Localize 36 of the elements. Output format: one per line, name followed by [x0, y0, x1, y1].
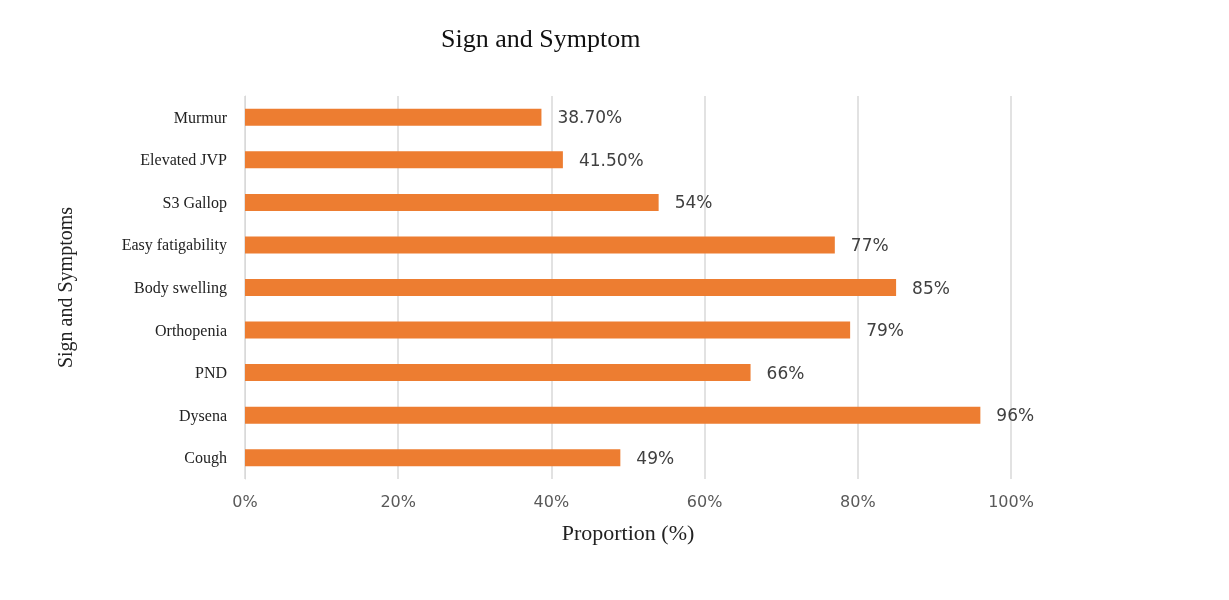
data-label: 54% — [674, 192, 713, 213]
x-axis-title: Proportion (%) — [561, 519, 695, 545]
y-tick-label: Cough — [184, 449, 227, 468]
y-tick-label: S3 Gallop — [162, 193, 227, 212]
bar — [245, 279, 897, 296]
y-tick-label: Orthopenia — [155, 321, 227, 340]
bar — [245, 151, 563, 169]
data-label: 41.50% — [578, 149, 644, 170]
x-tick-label: 20% — [380, 491, 416, 511]
x-tick-label: 60% — [686, 491, 723, 511]
data-label: 38.70% — [557, 107, 623, 128]
y-tick-label: PND — [194, 364, 227, 382]
bar — [245, 108, 542, 126]
x-tick-label: 100% — [988, 491, 1034, 511]
y-axis-title: Sign and Symptoms — [54, 206, 77, 369]
bar — [245, 321, 851, 339]
x-tick-label: 80% — [840, 491, 876, 511]
y-tick-label: Elevated JVP — [140, 151, 228, 169]
y-tick-label: Dysena — [179, 406, 227, 425]
y-tick-label: Body swelling — [134, 279, 227, 297]
data-label: 85% — [912, 277, 950, 298]
bar — [245, 236, 835, 254]
data-label: 49% — [636, 447, 675, 468]
bar — [245, 364, 751, 382]
bar — [245, 449, 621, 467]
chart-title: Sign and Symptom — [441, 23, 641, 53]
x-tick-label: 0% — [232, 491, 258, 511]
y-tick-label: Easy fatigability — [121, 236, 227, 255]
data-label: 79% — [866, 320, 904, 341]
bar — [245, 406, 981, 424]
y-tick-label: Murmur — [173, 108, 228, 126]
bar — [245, 193, 659, 211]
data-label: 66% — [766, 362, 805, 383]
x-tick-label: 40% — [533, 491, 570, 511]
data-label: 77% — [850, 234, 889, 255]
data-label: 96% — [996, 405, 1035, 426]
